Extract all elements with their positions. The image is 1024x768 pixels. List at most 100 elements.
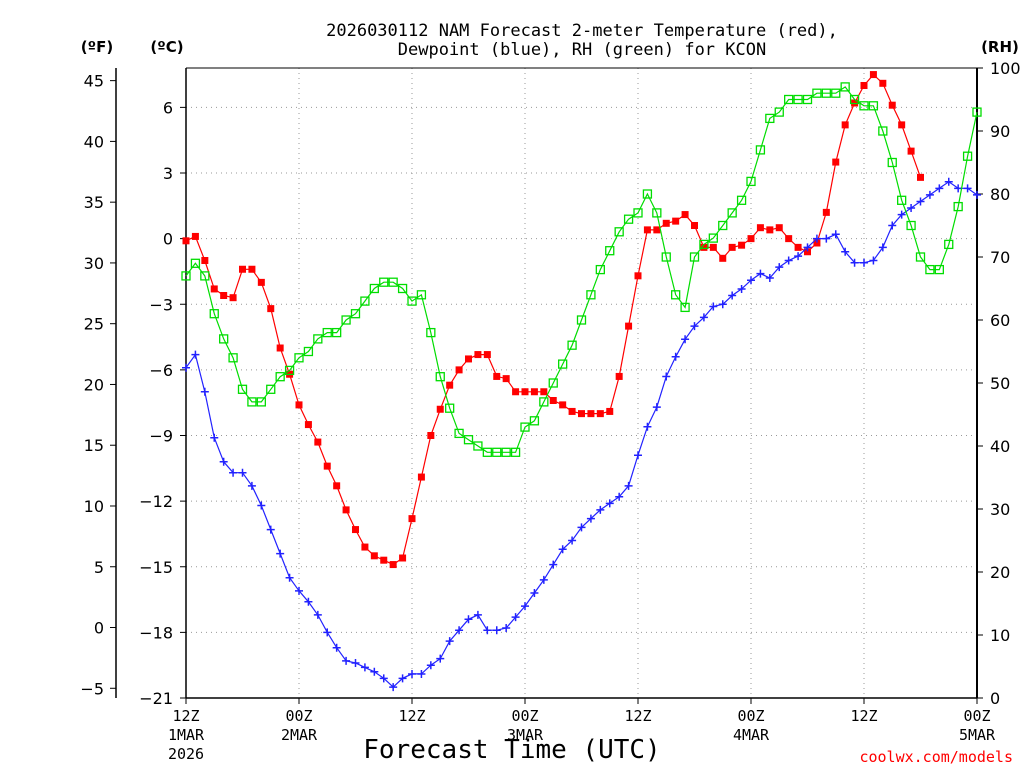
dewpoint-point	[831, 230, 840, 239]
rh-point	[190, 258, 201, 268]
rh-tick-label: 50	[990, 374, 1010, 393]
rh-point	[633, 208, 643, 218]
rh-point	[746, 176, 756, 187]
rh-point	[595, 264, 605, 275]
temperature-point	[606, 407, 614, 415]
temperature-point	[465, 355, 472, 363]
dewpoint-point	[313, 610, 322, 619]
rh-point	[228, 353, 238, 363]
rh-tick-label: 60	[990, 311, 1010, 330]
chart-title: 2026030112 NAM Forecast 2-meter Temperat…	[326, 21, 838, 60]
rh-point	[266, 384, 276, 394]
dewpoint-point	[276, 549, 285, 558]
rh-point	[482, 447, 492, 457]
temperature-point	[766, 226, 774, 234]
dewpoint-line	[185, 181, 978, 688]
rh-tick-label: 0	[990, 689, 1000, 708]
dewpoint-point	[822, 234, 831, 243]
temperature-point	[483, 351, 491, 359]
series-layer	[181, 71, 982, 692]
temperature-point	[389, 561, 397, 569]
rh-tick-label: 90	[990, 122, 1010, 141]
credit-text: coolwx.com/models	[859, 748, 1013, 766]
x-tick-year: 2026	[168, 745, 204, 763]
temperature-point	[615, 372, 623, 380]
dewpoint-point	[379, 674, 388, 683]
dewpoint-point	[492, 626, 501, 635]
dewpoint-point	[765, 274, 774, 282]
temperature-point	[380, 556, 388, 564]
dewpoint-point	[615, 492, 624, 501]
temperature-point	[474, 351, 482, 359]
celsius-tick-label: −12	[139, 492, 173, 511]
rh-tick-label: 70	[990, 248, 1010, 267]
x-tick-date: 3MAR	[507, 726, 544, 744]
temperature-point	[775, 224, 783, 232]
rh-point	[614, 227, 624, 237]
rh-point	[247, 397, 257, 407]
rh-point	[200, 271, 210, 281]
rh-point	[840, 82, 850, 92]
fahrenheit-tick-label: 20	[84, 375, 104, 394]
dewpoint-point	[530, 589, 539, 597]
temperature-point	[860, 82, 868, 89]
rh-point	[332, 327, 342, 338]
x-tick-date: 1MAR	[168, 726, 205, 744]
dewpoint-point	[662, 372, 671, 381]
temperature-point	[267, 305, 275, 313]
celsius-tick-label: −18	[139, 623, 173, 642]
dewpoint-point	[200, 387, 209, 396]
fahrenheit-tick-label: 45	[84, 72, 104, 91]
rh-point	[586, 290, 596, 300]
temperature-point	[314, 438, 322, 446]
rh-point	[284, 365, 295, 376]
temperature-point	[662, 219, 670, 227]
temperature-point	[869, 71, 877, 79]
rh-point	[275, 372, 285, 382]
rh-point	[341, 315, 351, 325]
temperature-point	[625, 322, 633, 330]
rh-point	[529, 416, 540, 426]
rh-point	[322, 327, 332, 338]
rh-point	[736, 195, 747, 205]
temperature-point	[248, 265, 256, 273]
celsius-tick-label: −3	[149, 295, 173, 314]
x-tick-label: 00Z	[737, 707, 764, 725]
x-axis-label: Forecast Time (UTC)	[363, 735, 660, 765]
dewpoint-point	[586, 514, 595, 523]
fahrenheit-tick-label: 30	[84, 254, 104, 273]
x-tick-label: 12Z	[398, 707, 425, 725]
temperature-point	[888, 101, 896, 109]
dewpoint-point	[483, 626, 492, 635]
temperature-point	[257, 278, 265, 286]
rh-point	[821, 88, 831, 98]
dewpoint-point	[718, 300, 727, 309]
temperature-point	[342, 506, 350, 514]
temperature-point	[832, 158, 840, 166]
temperature-point	[813, 239, 821, 247]
dewpoint-point	[238, 468, 247, 477]
axes	[110, 67, 983, 704]
dewpoint-point	[897, 210, 906, 219]
temperature-point	[210, 285, 218, 293]
rh-point	[944, 239, 954, 250]
dewpoint-point	[502, 624, 511, 632]
temperature-point	[672, 217, 680, 225]
temperature-point	[700, 243, 708, 251]
dewpoint-point	[888, 221, 897, 230]
temperature-point	[728, 243, 736, 251]
rh-point	[501, 447, 511, 457]
rh-point	[915, 252, 926, 262]
dewpoint-point	[417, 669, 426, 678]
dewpoint-point	[295, 586, 303, 595]
dewpoint-point	[944, 177, 953, 186]
rh-point	[360, 296, 370, 306]
dewpoint-point	[860, 258, 868, 267]
dewpoint-point	[794, 252, 803, 261]
title-line-1: 2026030112 NAM Forecast 2-meter Temperat…	[326, 21, 838, 41]
tick-labels: 630−3−6−9−12−15−18−2112Z1MAR202600Z2MAR1…	[80, 59, 1020, 763]
temperature-point	[229, 294, 237, 302]
temperature-point	[436, 405, 444, 413]
x-tick-date: 5MAR	[959, 726, 996, 744]
rh-point	[897, 195, 907, 205]
